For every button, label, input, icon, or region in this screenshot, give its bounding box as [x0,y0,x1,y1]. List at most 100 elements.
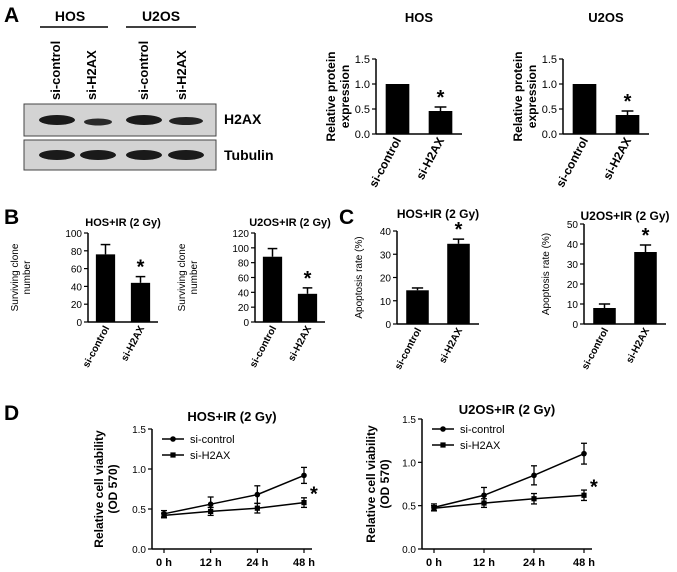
x-tick-label: si-H2AX [413,135,447,182]
data-point [254,491,261,498]
y-tick-label: 80 [71,247,83,258]
y-axis-label: Relative protein [511,51,525,141]
chart-title: HOS+IR (2 Gy) [85,217,161,229]
x-tick-label: si-control [393,326,424,372]
x-tick-label: 48 h [573,557,595,569]
chart-a-u2os: U2OS 0.0 0.5 1.0 1.5 Relative protein expressi… [511,10,649,190]
data-point [581,450,587,457]
blot-band [169,117,203,125]
y-tick-label: 60 [238,274,250,285]
significance-marker: * [455,219,463,241]
y-tick-label: 120 [232,229,249,240]
x-tick-label: si-control [580,326,611,372]
x-tick-label: si-control [553,135,591,190]
series-line [433,452,585,509]
y-tick-label: 0 [572,320,578,331]
y-tick-label: 100 [65,229,82,240]
series-line [163,474,305,515]
y-tick-label: 20 [567,280,579,291]
y-tick-label: 0.5 [132,505,146,516]
chart-d-hos: HOS+IR (2 Gy) 0.0 0.5 1.0 1.5 Relative cell v… [92,409,318,569]
y-tick-label: 1.0 [132,465,146,476]
y-tick-label: 0.5 [355,104,370,116]
panel-label-d: D [4,402,19,425]
blot-row-label-h2ax: H2AX [224,111,262,127]
data-point [208,508,214,514]
significance-marker: * [642,225,650,247]
y-axis-label: Relative protein [324,51,338,141]
x-tick-label: si-H2AX [624,326,652,365]
chart-title: U2OS+IR (2 Gy) [249,217,331,229]
y-axis-label: number [189,260,200,295]
y-tick-label: 50 [567,220,579,231]
blot-lane-label: si-H2AX [174,50,189,100]
blot-cell-line-hos: HOS [55,8,85,24]
y-tick-label: 1.5 [402,415,416,426]
chart-d-u2os: U2OS+IR (2 Gy) 0.0 0.5 1.0 1.5 Relative cell … [364,402,598,569]
y-tick-label: 20 [71,300,83,311]
data-point [531,496,537,502]
x-tick-label: si-H2AX [119,324,147,363]
chart-title: HOS+IR (2 Gy) [397,207,479,221]
legend-label: si-control [190,434,235,446]
legend-label: si-control [460,424,505,436]
x-tick-label: si-H2AX [437,326,465,365]
y-tick-label: 0.5 [542,104,557,116]
data-point [531,472,537,479]
chart-title: HOS+IR (2 Gy) [187,409,276,424]
bar [615,115,640,134]
y-tick-label: 40 [567,240,579,251]
y-tick-label: 1.0 [402,458,416,469]
y-tick-label: 0 [385,320,391,331]
y-tick-label: 1.0 [542,79,557,91]
blot-row-label-tubulin: Tubulin [224,147,274,163]
data-point [581,492,587,498]
data-point [431,505,437,511]
x-tick-label: 48 h [293,557,315,569]
y-tick-label: 30 [380,250,392,261]
y-axis-label: (OD 570) [106,464,120,513]
chart-title: HOS [405,10,434,25]
legend-label: si-H2AX [190,450,231,462]
y-axis-label: Relative cell viability [364,425,378,543]
x-tick-label: si-control [248,324,279,370]
x-tick-label: 12 h [473,557,495,569]
blot-cell-line-u2os: U2OS [142,8,180,24]
x-tick-label: 0 h [426,557,442,569]
panel-label-a: A [4,4,19,27]
chart-c-hos: HOS+IR (2 Gy) 0 10 20 30 40 Apoptosis rate (%)… [354,207,479,372]
blot-band [39,150,75,160]
y-tick-label: 1.0 [355,79,370,91]
data-point [301,472,307,479]
x-tick-label: si-control [366,135,404,190]
y-tick-label: 20 [238,303,250,314]
panel-label-b: B [4,206,19,229]
x-tick-label: si-control [81,324,112,370]
chart-title: U2OS [588,10,624,25]
chart-c-u2os: U2OS+IR (2 Gy) 0 10 20 30 40 50 Apoptosis rate … [541,209,670,372]
y-axis-label: expression [525,65,539,128]
y-tick-label: 40 [238,288,250,299]
significance-marker: * [304,268,312,290]
bar [130,282,151,322]
significance-marker: * [310,484,318,506]
y-tick-label: 0.0 [402,545,416,556]
y-tick-label: 60 [71,265,83,276]
legend-marker [440,442,446,448]
y-axis-label: Apoptosis rate (%) [541,233,552,315]
bar [447,243,470,324]
blot-band [84,118,112,126]
y-axis-label: Surviving clone [177,243,188,311]
bar [634,252,657,324]
blot-band [126,150,162,160]
y-tick-label: 0 [76,318,82,329]
blot-lane-label: si-control [48,41,63,100]
chart-a-hos: HOS 0.0 0.5 1.0 1.5 Relative protein expressio… [324,10,462,190]
chart-title: U2OS+IR (2 Gy) [580,209,669,223]
data-point [481,500,487,506]
y-tick-label: 0.0 [132,545,146,556]
y-tick-label: 0.5 [402,502,416,513]
series-line [433,494,585,510]
blot-band [39,115,75,125]
chart-title: U2OS+IR (2 Gy) [459,402,555,417]
